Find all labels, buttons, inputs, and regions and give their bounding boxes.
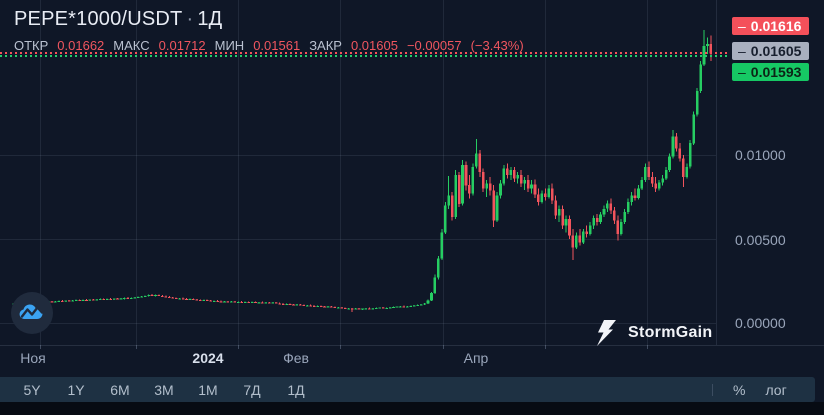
y-axis-tick-1: 0.01000 bbox=[735, 147, 786, 163]
range-button-5y[interactable]: 5Y bbox=[23, 381, 41, 398]
close-label: ЗАКР bbox=[309, 38, 342, 53]
symbol-title: PEPE*1000/USDT · 1Д bbox=[14, 8, 222, 31]
x-axis-label-feb: Фев bbox=[283, 350, 309, 366]
sell-price-value: 0.01616 bbox=[750, 18, 802, 34]
sell-price-badge: – 0.01616 bbox=[732, 17, 809, 35]
range-toolbar: 5Y 1Y 6M 3M 1M 7Д 1Д % лог bbox=[0, 377, 815, 402]
price-tick-dash-icon: – bbox=[738, 43, 746, 59]
stormgain-watermark[interactable]: StormGain bbox=[594, 320, 713, 346]
buy-price-dotted-line bbox=[0, 55, 728, 57]
high-label: МАКС bbox=[113, 38, 150, 53]
buy-price-value: 0.01593 bbox=[750, 64, 802, 80]
y-axis-tick-2: 0.00500 bbox=[735, 232, 786, 248]
price-tick-dash-icon: – bbox=[738, 18, 746, 34]
open-label: ОТКР bbox=[14, 38, 49, 53]
time-axis-border bbox=[0, 345, 824, 346]
range-button-3m[interactable]: 3M bbox=[154, 381, 174, 398]
title-separator-dot: · bbox=[186, 8, 194, 30]
bottom-strip bbox=[0, 402, 824, 415]
open-value: 0.01662 bbox=[57, 38, 105, 53]
last-price-value: 0.01605 bbox=[750, 43, 802, 59]
high-value: 0.01712 bbox=[158, 38, 206, 53]
brand-name: StormGain bbox=[628, 324, 713, 341]
buy-price-badge: – 0.01593 bbox=[732, 63, 809, 81]
x-axis-label-2024: 2024 bbox=[192, 350, 224, 366]
range-button-7d[interactable]: 7Д bbox=[243, 381, 261, 398]
change-percent: (−3.43%) bbox=[470, 38, 524, 53]
x-axis-label-nov: Ноя bbox=[20, 350, 46, 366]
x-axis-label-apr: Апр bbox=[463, 350, 489, 366]
symbol-name: PEPE*1000/USDT bbox=[14, 8, 183, 30]
chart-logo-watermark bbox=[11, 292, 53, 334]
range-buttons: 5Y 1Y 6M 3M 1M 7Д 1Д bbox=[0, 380, 314, 400]
range-button-1y[interactable]: 1Y bbox=[67, 381, 85, 398]
change-absolute: −0.00057 bbox=[406, 38, 462, 53]
range-button-1m[interactable]: 1M bbox=[198, 381, 218, 398]
sell-price-dotted-line bbox=[0, 52, 728, 54]
log-scale-button[interactable]: лог bbox=[765, 381, 787, 398]
lightning-bolt-icon bbox=[597, 320, 616, 346]
close-value: 0.01605 bbox=[350, 38, 398, 53]
y-axis-tick-3: 0.00000 bbox=[735, 315, 786, 331]
toolbar-divider bbox=[712, 383, 713, 396]
percent-scale-button[interactable]: % bbox=[733, 381, 746, 398]
last-price-badge: – 0.01605 bbox=[732, 42, 809, 60]
timeframe-label: 1Д bbox=[197, 8, 223, 30]
range-button-6m[interactable]: 6M bbox=[110, 381, 130, 398]
price-tick-dash-icon: – bbox=[738, 64, 746, 80]
price-axis-border bbox=[716, 0, 717, 345]
low-value: 0.01561 bbox=[253, 38, 301, 53]
cloud-chart-icon bbox=[19, 304, 44, 319]
range-button-1d[interactable]: 1Д bbox=[287, 381, 305, 398]
low-label: МИН bbox=[214, 38, 245, 53]
ohlc-readout: ОТКР 0.01662 МАКС 0.01712 МИН 0.01561 ЗА… bbox=[14, 38, 524, 53]
scale-mode-group: % лог bbox=[712, 377, 787, 402]
